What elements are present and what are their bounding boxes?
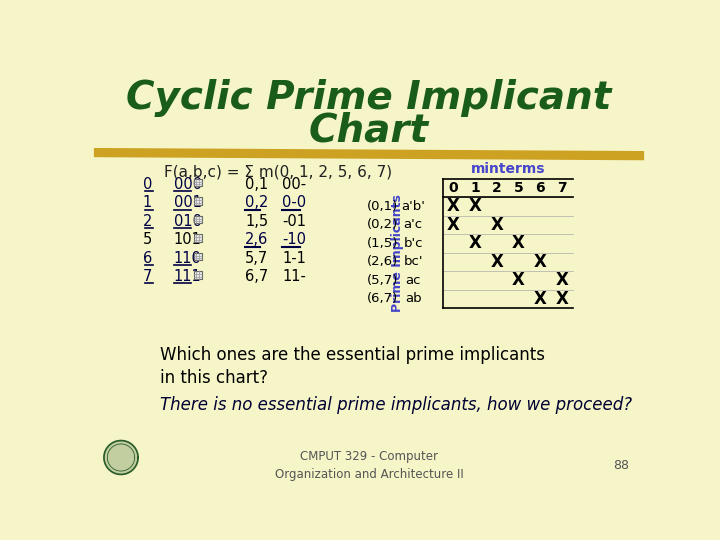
Text: X: X (447, 216, 460, 234)
Text: 110: 110 (174, 251, 202, 266)
Text: 2: 2 (143, 214, 152, 228)
Text: 0,2: 0,2 (245, 195, 269, 210)
Text: X: X (534, 253, 546, 271)
Text: X: X (490, 253, 503, 271)
Text: (1,5): (1,5) (366, 237, 398, 250)
Text: CMPUT 329 - Computer
Organization and Architecture II: CMPUT 329 - Computer Organization and Ar… (274, 450, 464, 481)
Text: X: X (469, 234, 482, 252)
Text: 2,6: 2,6 (245, 232, 269, 247)
Text: (6,7): (6,7) (366, 292, 397, 306)
Text: X: X (469, 198, 482, 215)
Text: b'c: b'c (403, 237, 423, 250)
Text: 000: 000 (174, 177, 202, 192)
Text: 6: 6 (143, 251, 152, 266)
Text: X: X (490, 216, 503, 234)
Text: 00-: 00- (282, 177, 306, 192)
Text: 88: 88 (613, 458, 629, 472)
Text: Cyclic Prime Implicant: Cyclic Prime Implicant (126, 79, 612, 117)
Text: 0: 0 (449, 181, 459, 195)
Polygon shape (104, 441, 138, 475)
Text: X: X (447, 198, 460, 215)
Text: Chart: Chart (309, 111, 429, 149)
Text: 001: 001 (174, 195, 202, 210)
Bar (194, 234, 202, 242)
Text: Prime Implicants: Prime Implicants (391, 194, 404, 312)
Text: F(a,b,c) = Σ m(0, 1, 2, 5, 6, 7): F(a,b,c) = Σ m(0, 1, 2, 5, 6, 7) (163, 165, 392, 180)
Text: 010: 010 (174, 214, 202, 228)
Text: 11-: 11- (282, 269, 306, 284)
Text: 1,5: 1,5 (245, 214, 268, 228)
Bar (194, 215, 202, 224)
Text: 5: 5 (513, 181, 523, 195)
Text: 6,7: 6,7 (245, 269, 269, 284)
Text: 1: 1 (470, 181, 480, 195)
Bar (194, 253, 202, 260)
Text: 101: 101 (174, 232, 202, 247)
Text: (0,1): (0,1) (366, 200, 397, 213)
Text: -10: -10 (282, 232, 306, 247)
Bar (194, 271, 202, 279)
Text: -01: -01 (282, 214, 306, 228)
Text: X: X (556, 290, 568, 308)
Text: 1-1: 1-1 (282, 251, 306, 266)
Text: ab: ab (405, 292, 421, 306)
Text: bc': bc' (403, 255, 423, 268)
Text: 6: 6 (536, 181, 545, 195)
Text: 0,1: 0,1 (245, 177, 269, 192)
Text: minterms: minterms (470, 161, 545, 176)
Text: 7: 7 (143, 269, 152, 284)
Bar (194, 179, 202, 186)
Bar (194, 197, 202, 205)
Polygon shape (94, 148, 644, 160)
Text: 5: 5 (143, 232, 152, 247)
Text: 2: 2 (492, 181, 502, 195)
Text: Which ones are the essential prime implicants
in this chart?: Which ones are the essential prime impli… (160, 346, 545, 388)
Text: 111: 111 (174, 269, 202, 284)
Text: (2,6): (2,6) (366, 255, 397, 268)
Text: 0-0: 0-0 (282, 195, 306, 210)
Text: a'c: a'c (404, 219, 423, 232)
Text: X: X (512, 234, 525, 252)
Text: 1: 1 (143, 195, 152, 210)
Text: X: X (534, 290, 546, 308)
Text: X: X (556, 272, 568, 289)
Text: ac: ac (405, 274, 421, 287)
Text: a'b': a'b' (401, 200, 425, 213)
Text: (0,2): (0,2) (366, 219, 397, 232)
Text: (5,7): (5,7) (366, 274, 398, 287)
Text: 5,7: 5,7 (245, 251, 269, 266)
Text: 7: 7 (557, 181, 567, 195)
Text: X: X (512, 272, 525, 289)
Text: There is no essential prime implicants, how we proceed?: There is no essential prime implicants, … (160, 396, 632, 414)
Text: 0: 0 (143, 177, 152, 192)
